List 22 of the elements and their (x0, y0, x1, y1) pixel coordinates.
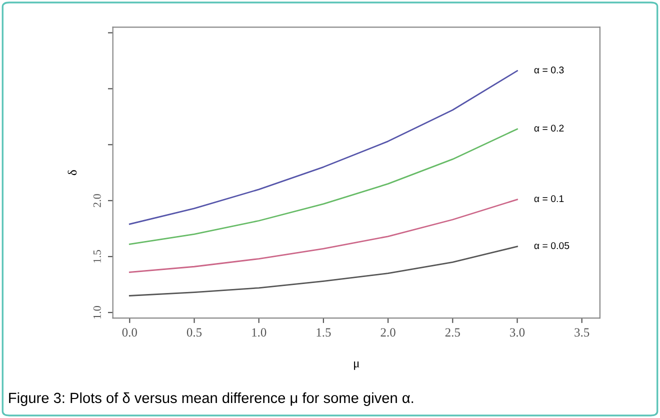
x-tick-label: 2.0 (380, 328, 396, 337)
series-label: α = 0.2 (534, 124, 564, 132)
line-series (128, 246, 518, 296)
x-tick-label: 0.0 (122, 328, 137, 337)
series-label: α = 0.3 (534, 66, 564, 74)
line-series (128, 128, 518, 245)
y-axis-title: δ (68, 170, 77, 176)
x-tick-label: 0.5 (186, 328, 202, 337)
line-series (128, 70, 518, 225)
line-series (128, 198, 518, 273)
x-tick-label: 3.5 (574, 328, 590, 337)
series-label: α = 0.05 (534, 242, 570, 250)
caption: Figure 3: Plots of δ versus mean difference μ for some given α. (9, 392, 414, 406)
x-tick-label: 1.0 (252, 328, 266, 337)
y-tick-label: 1.5 (93, 250, 101, 263)
x-tick-label: 3.0 (510, 328, 525, 337)
y-tick-label: 1.0 (93, 306, 101, 318)
x-tick-label: 2.5 (445, 328, 460, 337)
x-axis-title: μ (354, 362, 360, 370)
x-tick-label: 1.5 (316, 328, 331, 337)
series-label: α = 0.1 (534, 195, 564, 202)
y-tick-label: 2.0 (93, 194, 101, 208)
